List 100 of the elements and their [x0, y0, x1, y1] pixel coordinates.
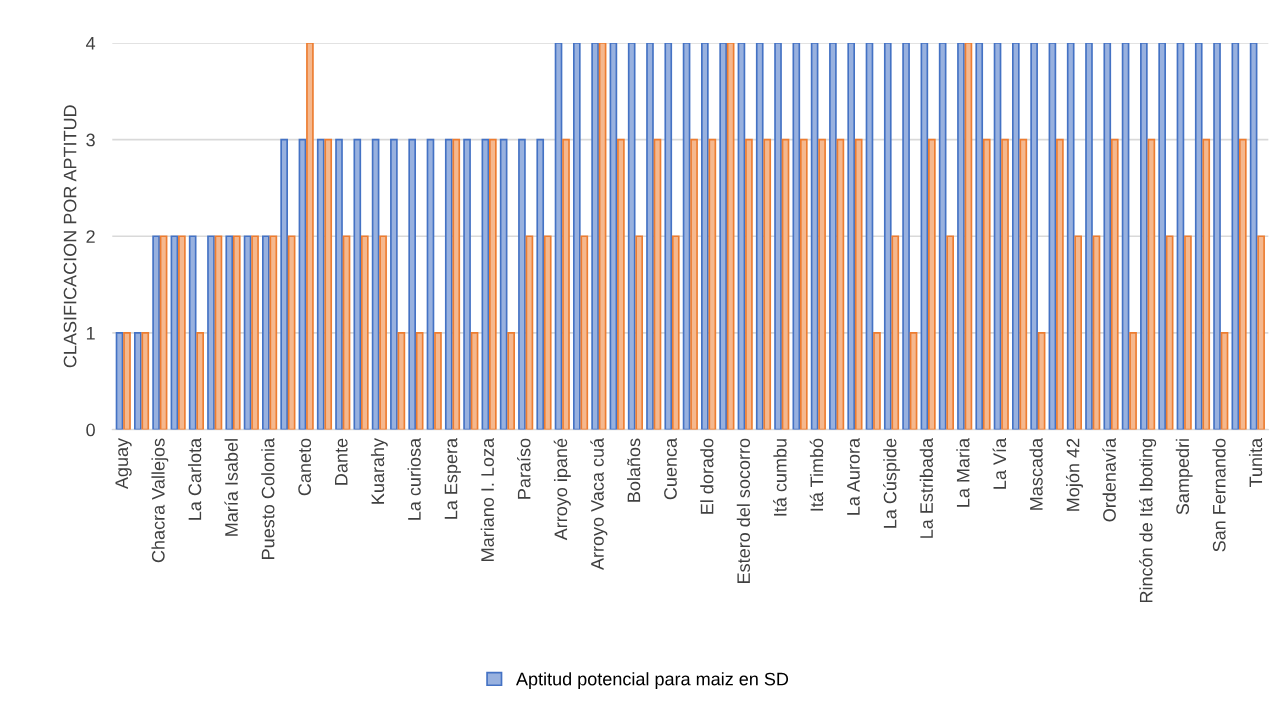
- bar: [298, 138, 307, 430]
- bar: [444, 138, 453, 430]
- bar: [316, 138, 325, 430]
- bar: [580, 235, 589, 430]
- bar: [1147, 138, 1156, 430]
- x-tick-label: Caneto: [298, 438, 312, 496]
- bar: [426, 138, 435, 430]
- bar: [543, 235, 552, 430]
- bar: [975, 42, 984, 430]
- bar: [251, 235, 259, 430]
- bar: [463, 138, 471, 430]
- bar: [708, 138, 717, 430]
- bar: [1213, 42, 1221, 430]
- x-tick-label: Rincón de Itá Iboting: [1139, 439, 1157, 603]
- bar: [1129, 332, 1137, 430]
- bar: [159, 235, 168, 430]
- bar: [1011, 42, 1020, 430]
- bar: [617, 138, 625, 430]
- bar: [562, 138, 570, 430]
- x-tick-label: Tunita: [1248, 437, 1263, 488]
- bar: [964, 42, 973, 430]
- x-tick-label: San Fernando: [1212, 438, 1226, 552]
- bar: [873, 332, 881, 430]
- bar: [489, 138, 497, 430]
- bar: [1110, 138, 1119, 430]
- bar: [938, 42, 947, 430]
- x-tick-label: María Isabel: [224, 439, 238, 536]
- bar: [1056, 138, 1064, 430]
- x-tick-label: La Carlota: [188, 437, 202, 520]
- x-tick-label: Aguay: [115, 437, 132, 490]
- y-axis-title: CLASIFICACION POR APTITUD: [63, 105, 77, 368]
- bar: [481, 138, 490, 430]
- bar: [188, 235, 197, 430]
- bar: [133, 332, 142, 430]
- bar: [909, 332, 918, 430]
- bar: [1202, 138, 1211, 430]
- bar: [1194, 42, 1203, 430]
- bar: [1092, 235, 1101, 430]
- y-tick-label: 4: [86, 37, 96, 50]
- x-tick-label: Mojón 42: [1065, 438, 1083, 511]
- bar: [854, 138, 863, 430]
- bar: [865, 42, 874, 430]
- bar: [818, 138, 826, 430]
- y-tick-label: 0: [86, 423, 95, 437]
- x-tick-label: Bolaños: [627, 438, 641, 502]
- x-tick-label: Cuenca: [664, 437, 677, 500]
- bar: [609, 42, 618, 430]
- bar: [141, 332, 150, 430]
- x-tick-label: Chacra Vallejos: [151, 438, 169, 563]
- bar: [1140, 42, 1148, 430]
- bar: [123, 332, 131, 430]
- bar: [774, 42, 782, 430]
- bar: [196, 332, 205, 430]
- x-tick-label: La Cúspide: [883, 438, 901, 528]
- bar: [1121, 42, 1130, 430]
- x-tick-label: Ordenavía: [1102, 437, 1116, 522]
- bar: [755, 42, 764, 430]
- bar: [170, 235, 179, 430]
- bar: [1231, 42, 1240, 430]
- bar: [792, 42, 801, 430]
- bar: [799, 138, 808, 430]
- bar: [152, 235, 160, 430]
- bar: [353, 138, 362, 430]
- bar: [1257, 235, 1265, 430]
- bar: [1103, 42, 1112, 430]
- bar: [408, 138, 417, 430]
- bar: [280, 138, 288, 430]
- bar: [1030, 42, 1038, 430]
- bar: [745, 138, 753, 430]
- x-tick-label: La Maria: [956, 437, 970, 507]
- bar: [891, 235, 900, 430]
- bar: [1176, 42, 1185, 430]
- bar: [434, 332, 442, 430]
- x-tick-label: La Estribada: [919, 437, 933, 538]
- bar: [1085, 42, 1093, 430]
- x-tick-label: Arroyo Vaca cuá: [590, 437, 608, 571]
- bar: [207, 235, 215, 430]
- bar: [781, 138, 790, 430]
- bar: [646, 42, 654, 430]
- bar: [243, 235, 252, 430]
- x-tick-label: Mariano I. Loza: [480, 437, 494, 561]
- bar: [690, 138, 698, 430]
- y-tick-label: 2: [86, 230, 95, 243]
- bar: [671, 235, 680, 430]
- bar: [178, 235, 186, 430]
- bar: [518, 138, 526, 430]
- bar: [902, 42, 910, 430]
- bar: [591, 42, 599, 430]
- x-tick-label: La Espera: [444, 437, 461, 519]
- bar: [836, 138, 845, 430]
- bar: [379, 235, 387, 430]
- legend-label: Aptitud potencial para maiz en SD: [515, 672, 789, 690]
- bar: [928, 138, 936, 430]
- bar: [1001, 138, 1009, 430]
- x-tick-label: Mascada: [1029, 437, 1043, 510]
- bar: [682, 42, 691, 430]
- bar: [324, 138, 333, 430]
- bar: [726, 42, 735, 430]
- bar: [957, 42, 965, 430]
- bar: [342, 235, 351, 430]
